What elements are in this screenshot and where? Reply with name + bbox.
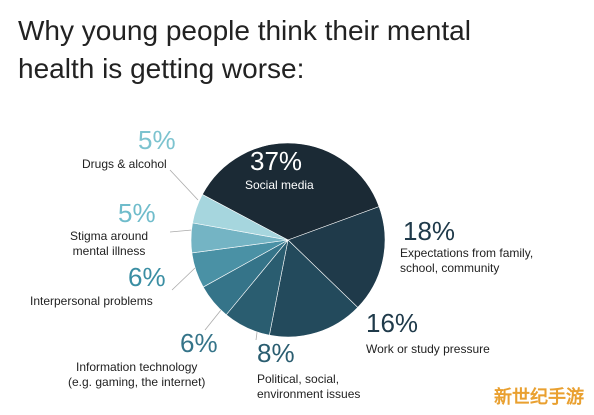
category-label: Political, social, environment issues — [257, 372, 361, 401]
category-label: Drugs & alcohol — [82, 157, 167, 171]
leader-line — [169, 229, 193, 233]
category-label: Work or study pressure — [366, 342, 490, 356]
category-label: Information technology (e.g. gaming, the… — [68, 360, 206, 389]
category-label: Social media — [245, 178, 314, 192]
value-label: 37% — [250, 146, 303, 176]
value-label: 5% — [118, 198, 156, 228]
watermark: 新世纪手游 — [494, 387, 584, 408]
value-label: 5% — [138, 125, 176, 155]
pie-slice — [287, 206, 386, 308]
value-label: 6% — [180, 328, 218, 358]
leader-line — [171, 267, 196, 291]
value-label: 18% — [403, 216, 456, 246]
value-label: 8% — [257, 338, 295, 368]
pie-slice — [201, 142, 380, 241]
chart-title: Why young people think their mental heal… — [18, 15, 471, 84]
pie-slice — [192, 194, 289, 241]
value-label: 6% — [128, 262, 166, 292]
category-label: Expectations from family, school, commun… — [400, 246, 534, 275]
category-label: Stigma around mental illness — [70, 229, 149, 258]
value-label: 16% — [366, 308, 419, 338]
leader-line — [169, 169, 199, 201]
category-label: Interpersonal problems — [30, 294, 153, 308]
pie-slice — [269, 239, 359, 338]
